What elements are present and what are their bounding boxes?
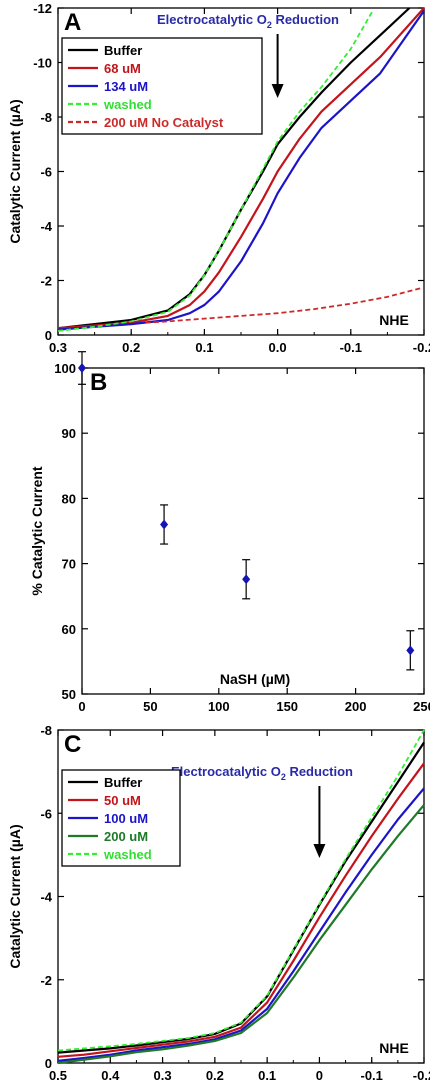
y-tick-label: 50 <box>62 687 76 702</box>
y-axis-label: Catalytic Current (µA) <box>7 824 23 968</box>
x-axis-label: NHE <box>379 1040 409 1056</box>
legend-label: Buffer <box>104 775 142 790</box>
y-tick-label: 60 <box>62 622 76 637</box>
annotation-text: Electrocatalytic O2 Reduction <box>157 12 339 30</box>
data-point <box>406 645 415 656</box>
x-axis-label: NHE <box>379 312 409 328</box>
y-tick-label: -8 <box>40 723 52 738</box>
series-line-washed <box>57 10 374 332</box>
x-tick-label: -0.1 <box>340 340 362 355</box>
data-point <box>160 519 169 530</box>
y-tick-label: 80 <box>62 491 76 506</box>
x-tick-label: 0.1 <box>195 340 213 355</box>
y-tick-label: 0 <box>45 1056 52 1071</box>
panel-letter: C <box>64 731 81 758</box>
annotation-arrow-head <box>313 844 326 858</box>
panel-letter: B <box>90 369 107 396</box>
y-tick-label: 0 <box>45 328 52 343</box>
series-line-50-um <box>57 762 425 1058</box>
y-tick-label: -4 <box>40 890 52 905</box>
x-tick-label: 0.2 <box>122 340 140 355</box>
legend-label: 134 uM <box>104 79 148 94</box>
panel-letter: A <box>64 9 81 36</box>
series-line-200-um <box>57 804 425 1065</box>
y-tick-label: 70 <box>62 557 76 572</box>
y-tick-label: -4 <box>40 219 52 234</box>
x-tick-label: 0.3 <box>49 340 67 355</box>
annotation-arrow-head <box>271 84 284 98</box>
y-tick-label: 90 <box>62 426 76 441</box>
series-line-68-um <box>57 7 425 330</box>
y-axis-label: Catalytic Current (µA) <box>7 99 23 243</box>
x-tick-label: 0.3 <box>154 1068 172 1083</box>
y-axis-label: % Catalytic Current <box>29 466 45 595</box>
legend-label: 200 uM <box>104 829 148 844</box>
x-tick-label: 200 <box>345 699 367 714</box>
y-tick-label: -6 <box>40 165 52 180</box>
x-tick-label: -0.1 <box>361 1068 383 1083</box>
series-line-washed <box>57 729 425 1052</box>
series-line-134-um <box>57 10 425 331</box>
series-line-100-um <box>57 787 425 1062</box>
x-tick-label: 0.1 <box>258 1068 276 1083</box>
x-tick-label: 0.5 <box>49 1068 67 1083</box>
y-tick-label: 100 <box>54 361 76 376</box>
x-tick-label: 0.0 <box>269 340 287 355</box>
y-tick-label: -2 <box>40 274 52 289</box>
x-tick-label: 0 <box>316 1068 323 1083</box>
y-tick-label: -2 <box>40 973 52 988</box>
legend-label: Buffer <box>104 43 142 58</box>
x-tick-label: 150 <box>276 699 298 714</box>
x-tick-label: 0.4 <box>101 1068 120 1083</box>
panel-frame <box>81 367 425 695</box>
x-tick-label: 0.2 <box>206 1068 224 1083</box>
legend-label: 50 uM <box>104 793 141 808</box>
legend-label: 68 uM <box>104 61 141 76</box>
series-line-200-um-no-catalyst <box>145 286 425 324</box>
legend-label: washed <box>103 847 152 862</box>
annotation-text: Electrocatalytic O2 Reduction <box>171 764 353 782</box>
data-point <box>242 574 251 585</box>
y-tick-label: -8 <box>40 110 52 125</box>
x-tick-label: 0 <box>78 699 85 714</box>
x-tick-label: 50 <box>143 699 157 714</box>
y-tick-label: -10 <box>33 56 52 71</box>
x-tick-label: -0.2 <box>413 1068 430 1083</box>
y-tick-label: -12 <box>33 1 52 16</box>
y-tick-label: -6 <box>40 806 52 821</box>
x-tick-label: 250 <box>413 699 430 714</box>
legend-label: 200 uM No Catalyst <box>104 115 224 130</box>
x-axis-label: NaSH (µM) <box>220 671 290 687</box>
data-point <box>78 363 86 373</box>
series-line-buffer <box>57 7 411 330</box>
x-tick-label: -0.2 <box>413 340 430 355</box>
x-tick-label: 100 <box>208 699 230 714</box>
legend-label: washed <box>103 97 152 112</box>
legend-label: 100 uM <box>104 811 148 826</box>
